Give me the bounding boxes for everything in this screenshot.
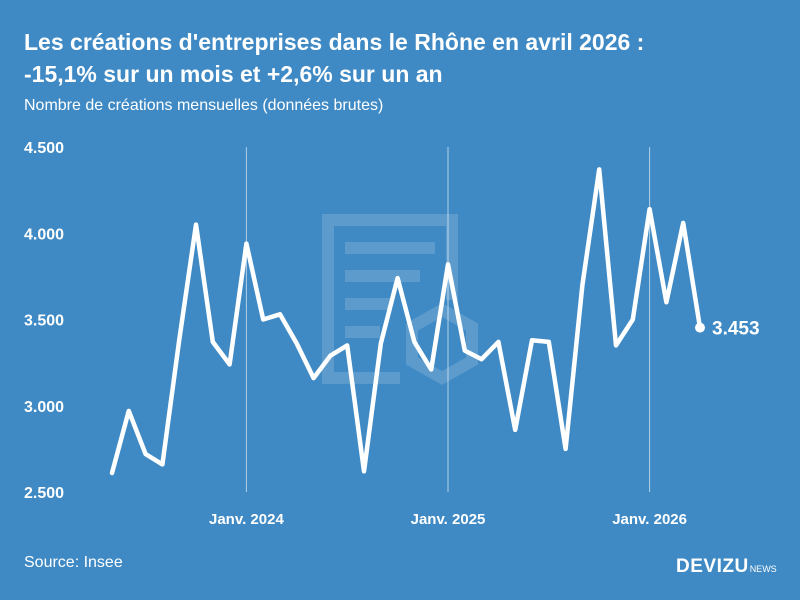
y-axis: 2.500 3.000 3.500 4.000 4.500 — [24, 140, 64, 502]
x-tick-label: Janv. 2026 — [612, 511, 687, 528]
brand-suffix: NEWS — [749, 564, 777, 574]
x-axis: Janv. 2024 Janv. 2025 Janv. 2026 — [209, 511, 687, 528]
y-tick-label: 4.500 — [24, 140, 64, 157]
end-point-marker — [695, 322, 705, 333]
x-tick-label: Janv. 2024 — [209, 511, 284, 528]
end-value-label: 3.453 — [712, 319, 760, 340]
brand-logo[interactable]: DEVIZUNEWS — [676, 555, 777, 581]
source-note: Source: Insee — [24, 554, 123, 571]
x-tick-label: Janv. 2025 — [411, 511, 486, 528]
y-tick-label: 2.500 — [24, 485, 64, 502]
title-line-1: Les créations d'entreprises dans le Rhôn… — [24, 29, 645, 55]
title-line-2: -15,1% sur un mois et +2,6% sur un an — [24, 61, 443, 87]
y-tick-label: 3.000 — [24, 399, 64, 416]
grid-lines — [245, 147, 651, 492]
series-line — [109, 167, 703, 476]
chart-subtitle: Nombre de créations mensuelles (données … — [24, 97, 384, 114]
y-tick-label: 4.000 — [24, 226, 64, 243]
y-tick-label: 3.500 — [24, 313, 64, 330]
brand-name: DEVIZU — [676, 556, 749, 577]
chart-title: Les créations d'entreprises dans le Rhôn… — [24, 26, 784, 90]
